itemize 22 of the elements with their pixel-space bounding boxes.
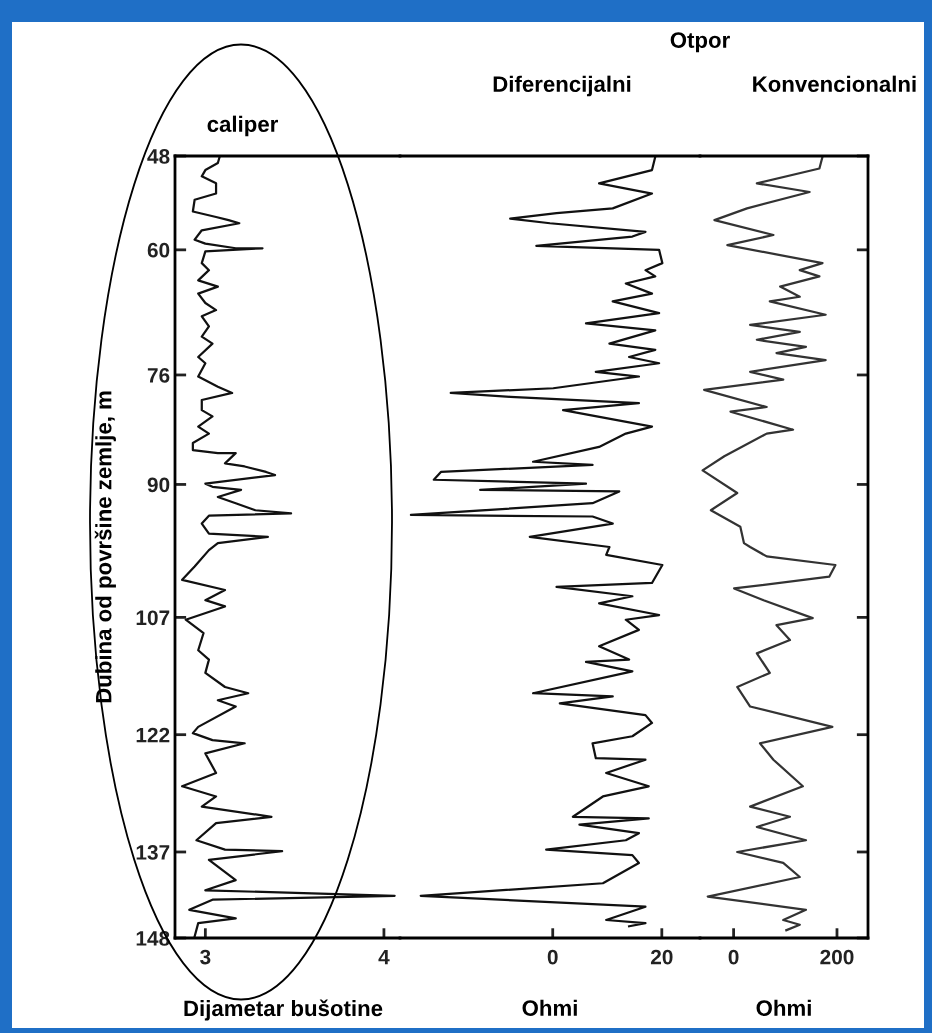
y-tick-label: 122 — [136, 727, 170, 743]
chart-title: Diferencijalni — [493, 75, 631, 97]
y-tick-label: 107 — [136, 610, 170, 626]
x-tick-label: 0 — [728, 949, 739, 965]
y-axis-title: Dubina od površine zemlje, m — [94, 391, 116, 703]
x-tick-label: 4 — [378, 949, 390, 965]
x-tick-label: 3 — [200, 949, 211, 965]
y-tick-label: 76 — [147, 367, 170, 383]
line-series — [181, 156, 396, 938]
x-tick-label: 0 — [547, 949, 558, 965]
y-tick-label: 60 — [147, 242, 170, 258]
text: Otpor — [670, 32, 730, 53]
x-axis-title: Dijametar bušotine — [184, 999, 383, 1021]
x-axis-title: Ohmi — [756, 999, 811, 1016]
y-tick-label: 137 — [136, 844, 170, 860]
chart-title: Konvencionalni — [753, 75, 916, 92]
x-axis-title: Ohmi — [522, 999, 577, 1016]
y-tick-label: 48 — [147, 149, 170, 164]
y-tick-label: 90 — [147, 477, 170, 493]
x-tick-label: 200 — [820, 949, 854, 965]
chart-title: caliper — [207, 115, 278, 137]
x-tick-label: 20 — [650, 949, 673, 965]
